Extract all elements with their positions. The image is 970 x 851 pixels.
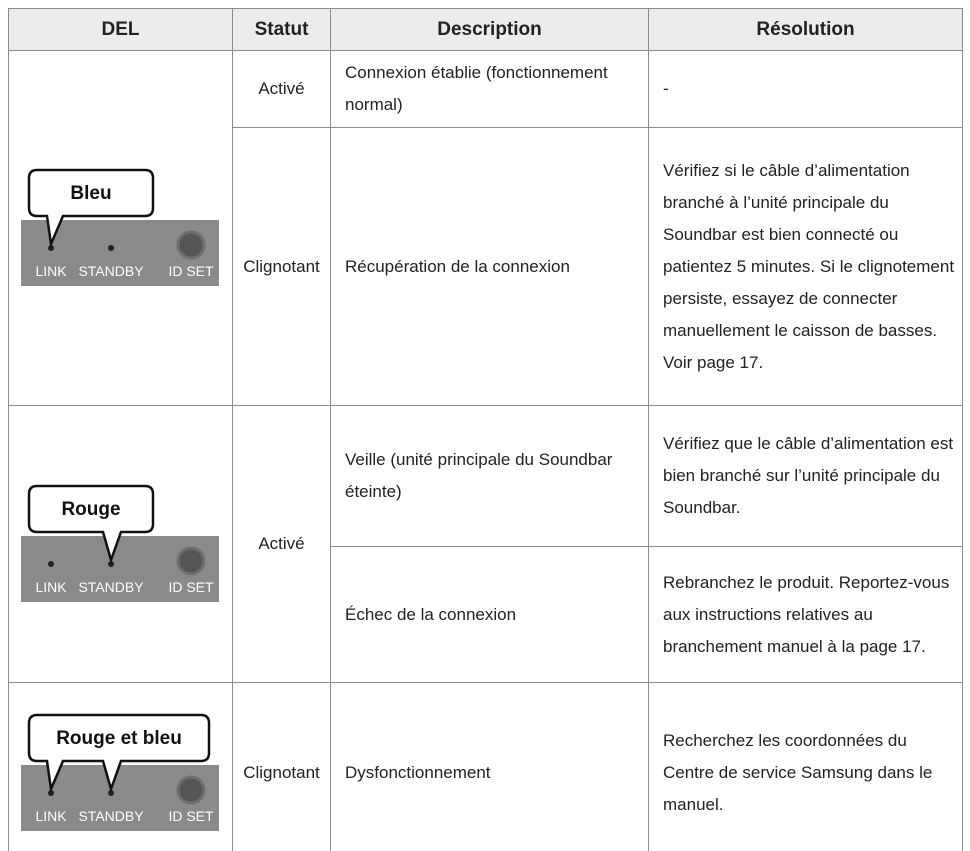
panel-label: ID SET [168, 808, 214, 824]
panel-label: ID SET [168, 263, 214, 279]
dot [47, 245, 54, 251]
led-panel: LINK STANDBY ID SET Bleu [20, 168, 219, 286]
led-cell: LINK STANDBY ID SET Bleu [8, 50, 233, 406]
description-cell: Échec de la connexion [330, 546, 649, 683]
button [176, 546, 205, 576]
dot [107, 561, 114, 567]
dot [47, 561, 54, 567]
row: Clignotant Récupération de la connexion … [9, 127, 963, 406]
resolution-cell: Vérifiez si le câble d’alimentation bran… [648, 127, 963, 406]
header-cell: Statut [232, 8, 331, 51]
description-cell: Veille (unité principale du Soundbar éte… [330, 405, 649, 547]
status-cell: Clignotant [232, 682, 331, 851]
resolution-cell: Vérifiez que le câble d’alimentation est… [648, 405, 963, 547]
panel-label: ID SET [168, 579, 214, 595]
description-cell: Récupération de la connexion [330, 127, 649, 406]
panel-label: LINK [35, 579, 67, 595]
dot [107, 245, 114, 251]
led-table: DEL Statut Description Résolution LINK S… [8, 8, 963, 851]
description-cell: Dysfonctionnement [330, 682, 649, 851]
callout [27, 484, 154, 565]
button [176, 775, 205, 804]
row: LINK STANDBY ID SET Rouge Activé Veille … [8, 405, 963, 683]
header-cell: Description [330, 8, 649, 51]
panel-label: LINK [35, 263, 67, 279]
callout-text: Rouge et bleu [56, 728, 182, 749]
row: LINK STANDBY ID SET Bleu Activé Connexio… [8, 50, 963, 406]
row: LINK STANDBY ID SET Rouge et bleu Cligno… [8, 682, 963, 851]
callout-text: Bleu [70, 183, 111, 204]
header-row: DEL Statut Description Résolution [8, 8, 963, 51]
status-cell: Clignotant [232, 127, 331, 406]
panel-label: LINK [35, 808, 67, 824]
dot [107, 789, 114, 796]
resolution-cell: - [648, 50, 963, 128]
header-cell: Résolution [648, 8, 963, 51]
button [176, 230, 205, 260]
row: Échec de la connexion Rebranchez le prod… [9, 546, 963, 683]
panel-label: STANDBY [78, 808, 144, 824]
resolution-cell: Rebranchez le produit. Reportez-vous aux… [648, 546, 963, 683]
dot [47, 789, 54, 796]
led-cell: LINK STANDBY ID SET Rouge et bleu [8, 682, 233, 851]
led-panel: LINK STANDBY ID SET Rouge et bleu [20, 713, 219, 831]
status-cell: Activé [232, 50, 331, 128]
led-panel: LINK STANDBY ID SET Rouge [20, 484, 219, 602]
panel-label: STANDBY [78, 263, 144, 279]
led-cell: LINK STANDBY ID SET Rouge [8, 405, 233, 683]
status-cell: Activé [232, 405, 331, 683]
panel-label: STANDBY [78, 579, 144, 595]
callout-text: Rouge [61, 499, 120, 520]
description-cell: Connexion établie (fonctionnement normal… [330, 50, 649, 128]
callout [27, 168, 154, 249]
resolution-cell: Recherchez les coordonnées du Centre de … [648, 682, 963, 851]
callout [27, 713, 210, 794]
header-cell: DEL [8, 8, 233, 51]
